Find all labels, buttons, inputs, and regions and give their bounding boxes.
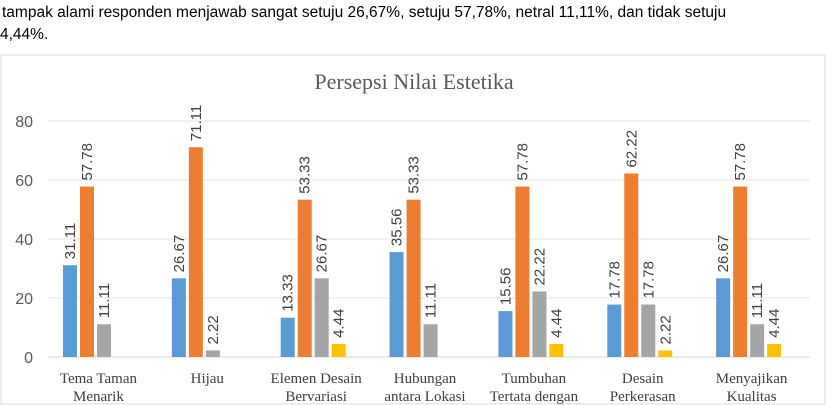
bar: [767, 343, 782, 357]
data-label: 17.78: [640, 261, 657, 299]
data-label: 26.67: [171, 235, 188, 273]
data-label: 11.11: [96, 283, 113, 318]
bar: [549, 343, 564, 357]
data-label: 26.67: [715, 235, 732, 273]
x-category-label: Tumbuhan: [502, 371, 567, 387]
bar: [641, 304, 656, 357]
x-category-label: Menarik: [73, 389, 124, 405]
y-tick-label: 0: [24, 350, 33, 367]
data-label: 57.78: [514, 143, 531, 181]
bar: [406, 199, 421, 357]
data-label: 4.44: [766, 309, 783, 338]
caption-line-1: tampak alami responden menjawab sangat s…: [2, 4, 727, 21]
bar: [297, 199, 312, 357]
data-label: 57.78: [79, 143, 96, 181]
data-label: 53.33: [297, 156, 314, 194]
bar: [716, 278, 731, 357]
data-label: 53.33: [406, 156, 423, 194]
data-label: 4.44: [548, 309, 565, 338]
data-label: 13.33: [280, 274, 297, 312]
data-labels: 31.11 57.78 11.11 26.67 71.11 2.22 13.33 53.33 2…: [62, 105, 783, 345]
bar: [532, 291, 547, 357]
x-category-label: Perkerasan: [610, 389, 676, 405]
bar: [750, 324, 765, 357]
bar: [205, 350, 220, 357]
data-label: 2.22: [657, 315, 674, 344]
y-tick-label: 40: [15, 232, 33, 249]
bar: [423, 324, 438, 357]
data-label: 15.56: [497, 268, 514, 306]
bar: [389, 252, 404, 357]
bar: [733, 186, 748, 357]
data-label: 11.11: [749, 283, 766, 318]
data-label: 17.78: [606, 261, 623, 299]
data-label: 57.78: [732, 143, 749, 181]
y-tick-label: 80: [15, 114, 33, 131]
data-label: 35.56: [389, 209, 406, 247]
data-label: 26.67: [314, 235, 331, 273]
x-category-label: Kualitas: [727, 389, 777, 405]
y-axis-ticks: 0 20 40 60 80: [15, 114, 33, 367]
x-category-label: Tema Taman: [60, 371, 138, 387]
data-label: 62.22: [623, 130, 640, 168]
x-category-label: antara Lokasi: [384, 389, 465, 405]
bar: [80, 186, 94, 357]
x-category-label: Elemen Desain: [271, 371, 363, 387]
y-tick-label: 60: [15, 173, 33, 190]
data-label: 71.11: [188, 105, 205, 141]
x-category-label: Hubungan: [394, 371, 457, 387]
data-label: 4.44: [331, 309, 348, 338]
data-label: 22.22: [531, 248, 548, 286]
bar: [63, 265, 77, 357]
bars: [63, 147, 782, 357]
chart-title: Persepsi Nilai Estetika: [314, 69, 513, 94]
bar: [498, 311, 513, 357]
x-category-label: Desain: [622, 371, 664, 387]
y-tick-label: 20: [15, 291, 33, 308]
data-label: 31.11: [62, 223, 79, 259]
x-axis-categories: Tema Taman Menarik Hijau Elemen Desain Berva…: [60, 371, 788, 405]
x-category-label: Tertata dengan: [490, 389, 579, 405]
bar: [607, 304, 622, 357]
x-category-label: Menyajikan: [716, 371, 788, 387]
x-category-label: Hijau: [191, 371, 225, 387]
data-label: 11.11: [423, 283, 440, 318]
bar: [624, 173, 639, 357]
bar: [331, 343, 346, 357]
bar: [280, 317, 295, 357]
bar: [97, 324, 111, 357]
bar: [171, 278, 186, 357]
x-category-label: Bervariasi: [285, 389, 347, 405]
bar: [515, 186, 530, 357]
caption-line-2: 4,44%.: [0, 26, 49, 43]
bar: [314, 278, 329, 357]
bar: [188, 147, 203, 357]
bar: [658, 350, 673, 357]
data-label: 2.22: [205, 315, 222, 344]
